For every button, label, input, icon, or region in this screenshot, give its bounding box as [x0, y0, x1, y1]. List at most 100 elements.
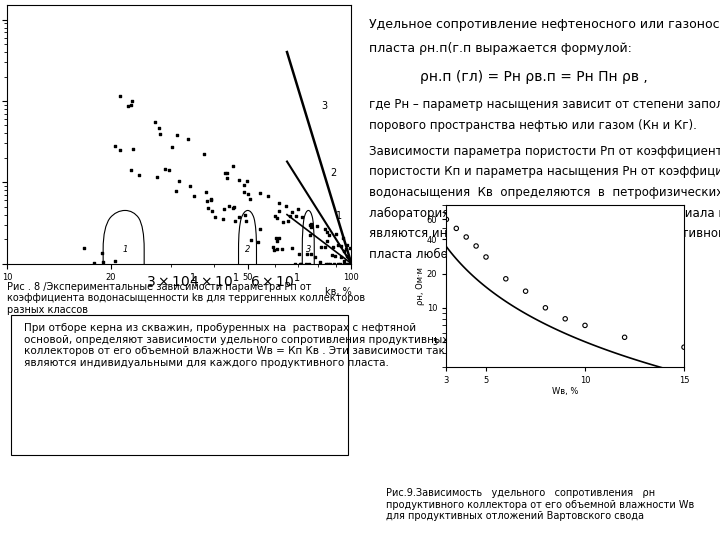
Point: [276, 244, 288, 253]
Point: [330, 230, 342, 239]
Text: водонасыщения  Кв  определяются  в  петрофизических: водонасыщения Кв определяются в петрофиз…: [369, 186, 720, 199]
Point: [323, 231, 334, 239]
Point: [266, 267, 277, 276]
Point: [325, 259, 336, 268]
Point: [140, 267, 152, 276]
Point: [171, 187, 182, 196]
Point: [320, 225, 331, 233]
Y-axis label: ρн, Ом·м: ρн, Ом·м: [416, 267, 426, 305]
Text: порового пространства нефтью или газом (Кн и Кг).: порового пространства нефтью или газом (…: [369, 119, 696, 132]
Point: [228, 162, 239, 171]
Point: [126, 97, 138, 105]
Point: [282, 267, 294, 276]
Text: 2: 2: [245, 245, 251, 254]
Point: [228, 204, 239, 212]
Point: [323, 267, 334, 276]
Point: [559, 314, 571, 323]
Point: [579, 321, 590, 330]
Text: являются индивидуальными для каждого продуктивного: являются индивидуальными для каждого про…: [369, 227, 720, 240]
Point: [540, 303, 552, 312]
Text: kв, %: kв, %: [325, 287, 351, 296]
Point: [295, 267, 307, 276]
Point: [333, 267, 345, 276]
Point: [327, 243, 338, 252]
Point: [297, 213, 308, 221]
Point: [480, 253, 492, 261]
Point: [461, 233, 472, 241]
Point: [233, 212, 244, 221]
Point: [286, 267, 297, 276]
Point: [149, 267, 161, 276]
Point: [338, 259, 349, 268]
Point: [239, 211, 251, 220]
Point: [314, 267, 325, 276]
Point: [133, 171, 145, 179]
Point: [309, 253, 320, 261]
Point: [174, 267, 185, 276]
Point: [198, 150, 210, 159]
Point: [280, 202, 292, 211]
Point: [267, 267, 279, 276]
Point: [338, 246, 349, 255]
Point: [210, 213, 221, 221]
Point: [294, 249, 305, 258]
Point: [328, 267, 339, 276]
Point: [200, 188, 212, 197]
Point: [287, 207, 298, 216]
Point: [109, 141, 121, 150]
Point: [184, 182, 196, 191]
Point: [208, 267, 220, 276]
Point: [125, 166, 137, 175]
Point: [338, 257, 350, 266]
Point: [247, 267, 258, 276]
Point: [202, 204, 213, 212]
Point: [114, 91, 125, 100]
Point: [241, 177, 253, 186]
Point: [336, 267, 347, 276]
Text: Рис . 8 /Экспериментальные зависимости параметра Рп от
коэффициента водонасыщенн: Рис . 8 /Экспериментальные зависимости п…: [7, 282, 365, 315]
Point: [228, 203, 240, 212]
Point: [301, 249, 312, 258]
Point: [283, 267, 294, 276]
Point: [223, 201, 235, 210]
Point: [122, 102, 134, 110]
Point: [305, 223, 317, 232]
Point: [338, 259, 350, 268]
Point: [166, 143, 178, 152]
Point: [335, 241, 346, 250]
Point: [168, 267, 180, 276]
Point: [619, 333, 631, 342]
Point: [175, 267, 186, 276]
Text: Зависимости параметра пористости Рп от коэффициентов: Зависимости параметра пористости Рп от к…: [369, 145, 720, 158]
Point: [307, 267, 318, 276]
Point: [270, 234, 282, 242]
Point: [219, 205, 230, 213]
Point: [78, 244, 90, 252]
Point: [262, 267, 274, 276]
Point: [269, 267, 280, 276]
Point: [340, 245, 351, 254]
Point: [344, 244, 356, 253]
Point: [274, 199, 285, 207]
Point: [283, 267, 294, 276]
Point: [342, 259, 354, 268]
Point: [341, 240, 353, 249]
Point: [206, 206, 217, 215]
Text: 1: 1: [122, 245, 127, 254]
Text: При отборе керна из скважин, пробуренных на  растворах с нефтяной
основой, опред: При отборе керна из скважин, пробуренных…: [24, 323, 464, 368]
Text: пласта любого месторождения.: пласта любого месторождения.: [369, 248, 568, 261]
Point: [163, 166, 175, 175]
Text: 3: 3: [306, 245, 311, 254]
Point: [89, 259, 100, 267]
Text: Рис.9.Зависимость   удельного   сопротивления   ρн
продуктивного коллектора от е: Рис.9.Зависимость удельного сопротивлени…: [386, 488, 694, 521]
Point: [218, 267, 230, 276]
Point: [240, 216, 252, 225]
Text: пласта ρн.п(г.п выражается формулой:: пласта ρн.п(г.п выражается формулой:: [369, 42, 631, 55]
Point: [319, 243, 330, 252]
Point: [254, 188, 266, 197]
Point: [123, 262, 135, 271]
Point: [314, 258, 325, 267]
Point: [169, 267, 181, 276]
Point: [500, 274, 511, 283]
Point: [245, 236, 256, 245]
